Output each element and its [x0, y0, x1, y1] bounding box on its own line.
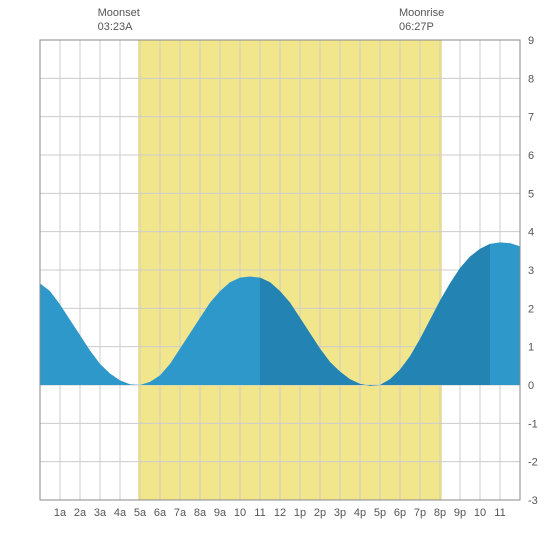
svg-text:8a: 8a [194, 507, 207, 519]
tide-chart: Moonset 03:23A Moonrise 06:27P -3-2-1012… [0, 0, 550, 550]
svg-text:0: 0 [528, 380, 534, 392]
svg-text:11: 11 [254, 507, 265, 519]
moonrise-time: 06:27P [399, 21, 434, 33]
svg-text:3a: 3a [94, 507, 107, 519]
chart-svg: -3-2-101234567891a2a3a4a5a6a7a8a9a101112… [0, 0, 550, 550]
svg-text:-3: -3 [528, 495, 538, 507]
svg-text:7: 7 [528, 112, 534, 124]
svg-text:7a: 7a [174, 507, 187, 519]
svg-text:2p: 2p [314, 507, 326, 519]
svg-text:6p: 6p [394, 507, 406, 519]
svg-text:5a: 5a [134, 507, 147, 519]
svg-text:12: 12 [274, 507, 286, 519]
svg-text:6: 6 [528, 150, 534, 162]
moonset-label: Moonset [98, 7, 140, 19]
svg-text:4: 4 [528, 227, 534, 239]
svg-text:8p: 8p [434, 507, 446, 519]
svg-text:1: 1 [528, 342, 534, 354]
svg-text:1a: 1a [54, 507, 67, 519]
svg-text:10: 10 [474, 507, 486, 519]
moonrise-label: Moonrise [399, 7, 444, 19]
svg-text:11: 11 [494, 507, 505, 519]
svg-text:-2: -2 [528, 457, 538, 469]
svg-text:4p: 4p [354, 507, 366, 519]
moonset-annotation: Moonset 03:23A [98, 6, 140, 35]
svg-text:9p: 9p [454, 507, 466, 519]
svg-text:9: 9 [528, 35, 534, 47]
svg-text:5: 5 [528, 188, 534, 200]
svg-text:6a: 6a [154, 507, 167, 519]
svg-text:3: 3 [528, 265, 534, 277]
svg-text:7p: 7p [414, 507, 426, 519]
svg-text:10: 10 [234, 507, 246, 519]
svg-text:5p: 5p [374, 507, 386, 519]
svg-text:8: 8 [528, 73, 534, 85]
svg-text:1p: 1p [294, 507, 306, 519]
svg-text:9a: 9a [214, 507, 227, 519]
moonrise-annotation: Moonrise 06:27P [399, 6, 444, 35]
svg-text:2: 2 [528, 303, 534, 315]
svg-text:-1: -1 [528, 418, 538, 430]
svg-text:3p: 3p [334, 507, 346, 519]
moonset-time: 03:23A [98, 21, 133, 33]
svg-text:4a: 4a [114, 507, 127, 519]
svg-text:2a: 2a [74, 507, 87, 519]
